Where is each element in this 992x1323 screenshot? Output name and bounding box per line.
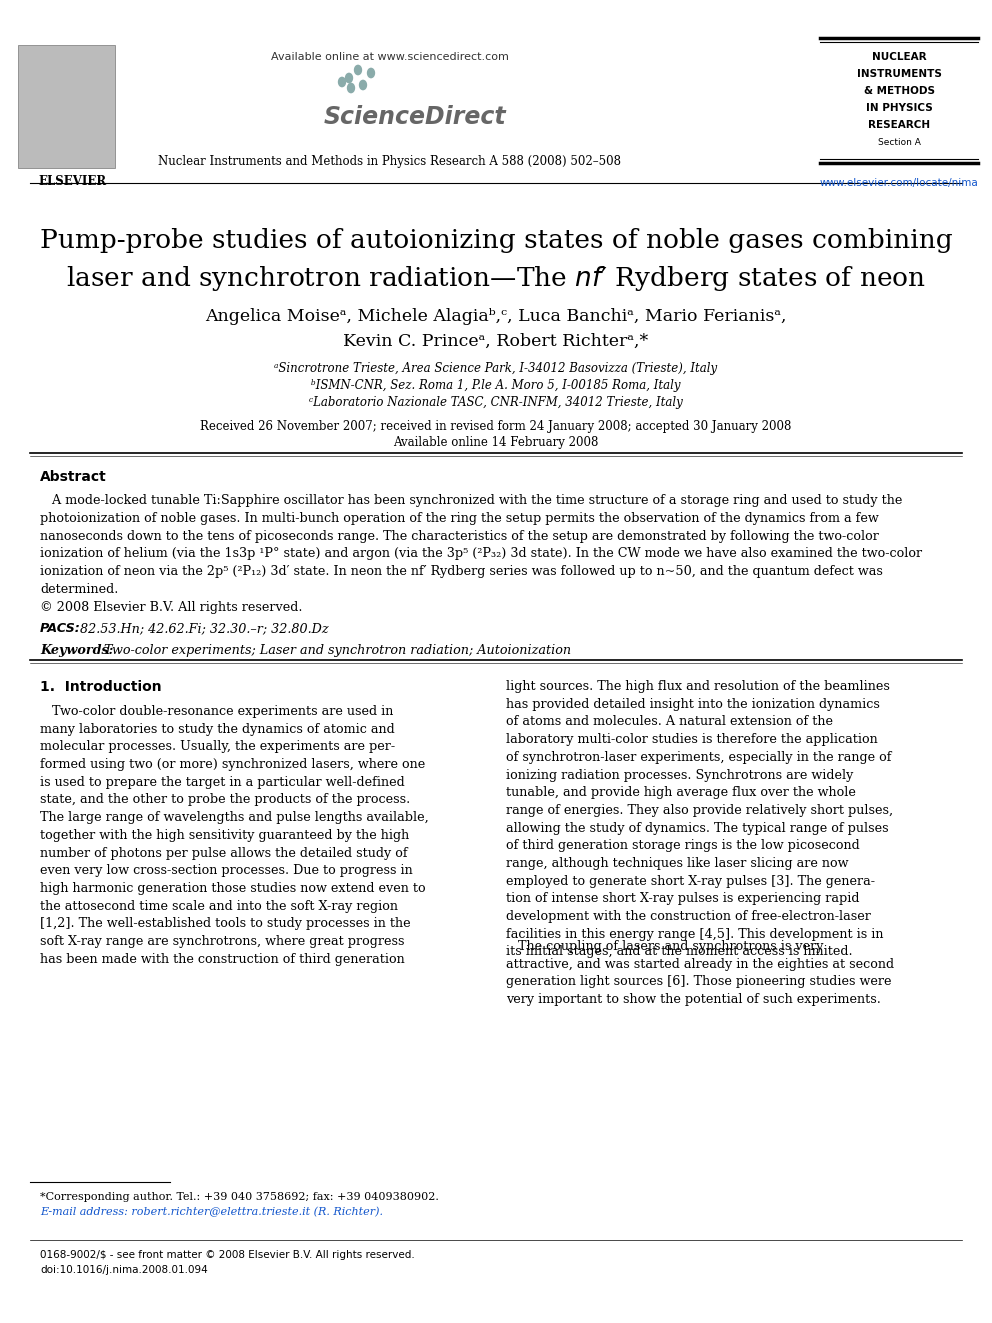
Text: Two-color double-resonance experiments are used in
many laboratories to study th: Two-color double-resonance experiments a… xyxy=(40,705,429,966)
Text: & METHODS: & METHODS xyxy=(863,86,934,97)
Text: PACS:: PACS: xyxy=(40,622,81,635)
Circle shape xyxy=(345,73,352,82)
Text: IN PHYSICS: IN PHYSICS xyxy=(866,103,932,112)
Circle shape xyxy=(347,83,354,93)
Text: 82.53.Hn; 42.62.Fi; 32.30.–r; 32.80.Dz: 82.53.Hn; 42.62.Fi; 32.30.–r; 32.80.Dz xyxy=(76,622,328,635)
Text: The coupling of lasers and synchrotrons is very
attractive, and was started alre: The coupling of lasers and synchrotrons … xyxy=(506,941,894,1005)
Text: 0168-9002/$ - see front matter © 2008 Elsevier B.V. All rights reserved.: 0168-9002/$ - see front matter © 2008 El… xyxy=(40,1250,415,1259)
Text: RESEARCH: RESEARCH xyxy=(868,120,930,130)
Text: Available online 14 February 2008: Available online 14 February 2008 xyxy=(393,437,599,448)
Text: ScienceDirect: ScienceDirect xyxy=(323,105,506,130)
Text: light sources. The high flux and resolution of the beamlines
has provided detail: light sources. The high flux and resolut… xyxy=(506,680,893,958)
Text: ᶜLaboratorio Nazionale TASC, CNR-INFM, 34012 Trieste, Italy: ᶜLaboratorio Nazionale TASC, CNR-INFM, 3… xyxy=(310,396,682,409)
Circle shape xyxy=(359,81,366,90)
Text: Received 26 November 2007; received in revised form 24 January 2008; accepted 30: Received 26 November 2007; received in r… xyxy=(200,419,792,433)
Text: 1.  Introduction: 1. Introduction xyxy=(40,680,162,695)
Text: Nuclear Instruments and Methods in Physics Research A 588 (2008) 502–508: Nuclear Instruments and Methods in Physi… xyxy=(159,155,622,168)
Text: www.elsevier.com/locate/nima: www.elsevier.com/locate/nima xyxy=(819,179,978,188)
Text: Pump-probe studies of autoionizing states of noble gases combining: Pump-probe studies of autoionizing state… xyxy=(40,228,952,253)
Text: INSTRUMENTS: INSTRUMENTS xyxy=(856,69,941,79)
Text: ᵇISMN-CNR, Sez. Roma 1, P.le A. Moro 5, I-00185 Roma, Italy: ᵇISMN-CNR, Sez. Roma 1, P.le A. Moro 5, … xyxy=(311,378,681,392)
Text: Abstract: Abstract xyxy=(40,470,107,484)
Bar xyxy=(18,45,115,168)
Text: Two-color experiments; Laser and synchrotron radiation; Autoionization: Two-color experiments; Laser and synchro… xyxy=(100,644,571,658)
Text: *Corresponding author. Tel.: +39 040 3758692; fax: +39 0409380902.: *Corresponding author. Tel.: +39 040 375… xyxy=(40,1192,438,1203)
Circle shape xyxy=(338,77,345,86)
Text: Angelica Moiseᵃ, Michele Alagiaᵇ,ᶜ, Luca Banchiᵃ, Mario Ferianisᵃ,: Angelica Moiseᵃ, Michele Alagiaᵇ,ᶜ, Luca… xyxy=(205,308,787,325)
Circle shape xyxy=(367,69,374,78)
Text: Available online at www.sciencedirect.com: Available online at www.sciencedirect.co… xyxy=(271,52,509,62)
Text: A mode-locked tunable Ti:Sapphire oscillator has been synchronized with the time: A mode-locked tunable Ti:Sapphire oscill… xyxy=(40,493,923,595)
Text: Section A: Section A xyxy=(878,138,921,147)
Text: NUCLEAR: NUCLEAR xyxy=(872,52,927,62)
Text: ᵃSincrotrone Trieste, Area Science Park, I-34012 Basovizza (Trieste), Italy: ᵃSincrotrone Trieste, Area Science Park,… xyxy=(275,363,717,374)
Text: laser and synchrotron radiation—The $\mathit{nf}$′ Rydberg states of neon: laser and synchrotron radiation—The $\ma… xyxy=(66,265,926,292)
Text: Kevin C. Princeᵃ, Robert Richterᵃ,*: Kevin C. Princeᵃ, Robert Richterᵃ,* xyxy=(343,333,649,351)
Text: ELSEVIER: ELSEVIER xyxy=(39,175,107,188)
Text: E-mail address: robert.richter@elettra.trieste.it (R. Richter).: E-mail address: robert.richter@elettra.t… xyxy=(40,1207,383,1217)
Text: Keywords:: Keywords: xyxy=(40,644,113,658)
Bar xyxy=(820,38,978,163)
Circle shape xyxy=(354,65,361,74)
Text: © 2008 Elsevier B.V. All rights reserved.: © 2008 Elsevier B.V. All rights reserved… xyxy=(40,601,303,614)
Text: doi:10.1016/j.nima.2008.01.094: doi:10.1016/j.nima.2008.01.094 xyxy=(40,1265,207,1275)
